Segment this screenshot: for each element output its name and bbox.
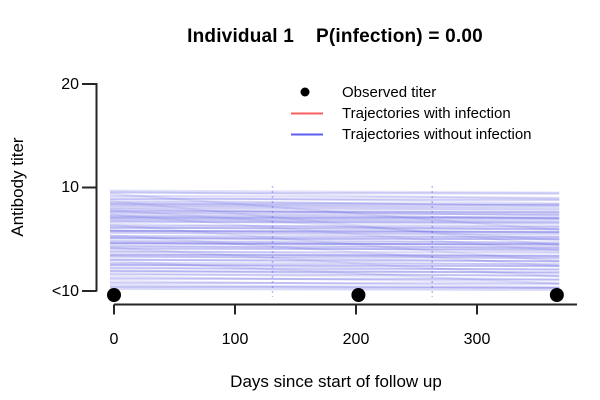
trajectory-without-infection <box>109 224 560 228</box>
trajectory-without-infection <box>109 275 560 284</box>
x-tick-label-200: 200 <box>342 331 370 348</box>
x-tick-label-300: 300 <box>463 331 491 348</box>
trajectory-without-infection <box>109 272 560 281</box>
trajectory-without-infection <box>109 234 560 268</box>
trajectory-without-infection <box>109 206 560 215</box>
trajectory-without-infection <box>109 285 560 289</box>
x-axis-title: Days since start of follow up <box>230 372 442 391</box>
trajectory-without-infection <box>109 254 560 263</box>
trajectory-without-infection <box>109 201 560 211</box>
trajectory-without-infection <box>109 194 560 199</box>
trajectory-without-infection <box>109 208 560 217</box>
trajectory-without-infection <box>109 204 560 213</box>
trajectory-without-infection <box>109 195 560 204</box>
observed-titer-point <box>351 288 366 302</box>
trajectory-without-infection <box>109 205 560 209</box>
trajectory-without-infection <box>109 281 560 285</box>
observed-titer-point <box>107 288 121 302</box>
trajectory-without-infection <box>109 253 560 257</box>
trajectory-without-infection <box>109 213 560 252</box>
y-tick-label-10: 10 <box>61 179 79 196</box>
trajectory-without-infection <box>109 230 560 240</box>
observed-titer-point <box>549 288 564 302</box>
trajectory-without-infection <box>109 223 560 262</box>
trajectory-without-infection <box>109 245 560 249</box>
trajectory-without-infection <box>109 215 560 224</box>
trajectory-without-infection <box>109 242 560 246</box>
trajectory-without-infection <box>109 241 560 250</box>
trajectory-without-infection <box>109 218 560 222</box>
trajectory-without-infection <box>109 211 560 220</box>
trajectory-without-infection <box>109 232 560 236</box>
trajectory-without-infection <box>109 266 560 275</box>
trajectory-without-infection <box>109 263 560 272</box>
trajectory-without-infection <box>109 264 560 268</box>
trajectory-without-infection <box>109 229 560 233</box>
trajectory-without-infection <box>109 189 560 194</box>
trajectory-without-infection <box>109 198 560 208</box>
trajectory-without-infection <box>109 239 560 248</box>
trajectory-without-infection <box>109 190 560 200</box>
trajectory-without-infection <box>109 267 560 271</box>
trajectory-without-infection <box>109 283 560 289</box>
legend-point-swatch <box>300 87 310 97</box>
trajectory-without-infection <box>109 192 560 231</box>
y-tick-label-20: 20 <box>61 76 79 93</box>
trajectory-without-infection <box>109 277 560 281</box>
trajectory-without-infection <box>109 250 560 254</box>
trajectory-without-infection <box>109 273 560 277</box>
trajectory-without-infection <box>109 222 560 231</box>
trajectory-without-infection <box>109 226 560 230</box>
trajectory-without-infection <box>109 279 560 288</box>
trajectory-without-infection <box>109 259 560 285</box>
chart-title: Individual 1 P(infection) = 0.00 <box>187 26 483 47</box>
trajectory-without-infection <box>109 220 560 224</box>
trajectory-without-infection <box>109 210 560 214</box>
trajectory-without-infection <box>109 240 560 244</box>
trajectory-without-infection <box>109 191 560 195</box>
trajectory-without-infection <box>109 247 560 251</box>
trajectory-without-infection <box>109 225 560 235</box>
y-axis-title: Antibody titer <box>8 137 27 237</box>
legend-label-observed-titer: Observed titer <box>342 84 437 101</box>
trajectory-without-infection <box>109 270 560 274</box>
trajectory-without-infection <box>109 236 560 245</box>
legend-label-trajectories-with-infection: Trajectories with infection <box>342 105 511 122</box>
trajectory-without-infection <box>109 235 560 239</box>
trajectory-without-infection <box>109 257 560 267</box>
legend-label-trajectories-without-infection: Trajectories without infection <box>342 126 532 143</box>
trajectory-without-infection <box>109 199 560 247</box>
trajectory-without-infection <box>109 262 560 266</box>
trajectory-without-infection <box>109 244 560 253</box>
trajectory-without-infection <box>109 228 560 238</box>
trajectory-without-infection <box>109 258 560 262</box>
trajectory-without-infection <box>109 207 560 211</box>
trajectory-without-infection <box>109 251 560 260</box>
trajectory-without-infection <box>109 200 560 206</box>
x-tick-label-0: 0 <box>109 331 119 348</box>
trajectory-without-infection <box>109 203 560 207</box>
trajectory-without-infection <box>109 219 560 228</box>
trajectory-without-infection <box>109 287 560 291</box>
trajectory-without-infection <box>109 217 560 226</box>
y-tick-label-lt10: <10 <box>51 283 79 300</box>
trajectory-without-infection <box>109 255 560 259</box>
trajectory-without-infection <box>109 214 560 219</box>
x-tick-label-100: 100 <box>221 331 249 348</box>
trajectory-without-infection <box>109 212 560 216</box>
trajectory-without-infection <box>109 237 560 241</box>
trajectory-without-infection <box>109 269 560 278</box>
trajectory-without-infection <box>109 209 560 242</box>
trajectory-without-infection <box>109 249 560 258</box>
trajectory-without-infection <box>109 197 560 201</box>
trajectory-without-infection <box>109 216 560 220</box>
trajectory-without-infection <box>109 246 560 278</box>
